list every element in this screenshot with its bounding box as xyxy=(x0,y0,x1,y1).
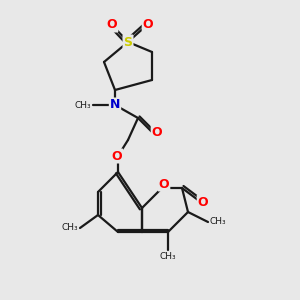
Text: CH₃: CH₃ xyxy=(74,100,91,109)
Text: O: O xyxy=(159,178,169,190)
Text: CH₃: CH₃ xyxy=(210,218,226,226)
Text: O: O xyxy=(143,17,153,31)
Text: S: S xyxy=(124,35,133,49)
Text: N: N xyxy=(110,98,120,112)
Text: CH₃: CH₃ xyxy=(160,252,176,261)
Text: CH₃: CH₃ xyxy=(61,224,78,232)
Text: O: O xyxy=(198,196,208,208)
Text: O: O xyxy=(107,19,117,32)
Text: O: O xyxy=(152,125,162,139)
Text: O: O xyxy=(112,149,122,163)
